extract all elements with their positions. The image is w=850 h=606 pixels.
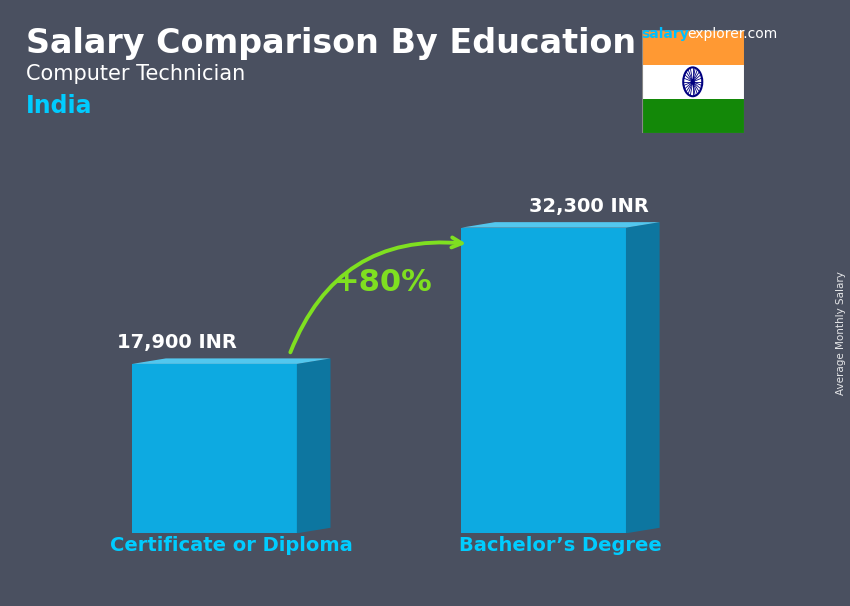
Text: Computer Technician: Computer Technician: [26, 64, 245, 84]
Text: explorer.com: explorer.com: [687, 27, 777, 41]
Polygon shape: [462, 222, 660, 228]
Polygon shape: [133, 358, 331, 364]
Polygon shape: [297, 358, 331, 533]
Polygon shape: [133, 364, 297, 533]
Text: salary: salary: [642, 27, 689, 41]
Text: 17,900 INR: 17,900 INR: [117, 333, 237, 352]
Text: +80%: +80%: [333, 268, 432, 297]
Text: India: India: [26, 94, 92, 118]
Text: Salary Comparison By Education: Salary Comparison By Education: [26, 27, 636, 60]
Polygon shape: [462, 228, 626, 533]
Polygon shape: [642, 65, 744, 99]
Circle shape: [691, 80, 694, 84]
Polygon shape: [642, 30, 744, 65]
Text: Average Monthly Salary: Average Monthly Salary: [836, 271, 846, 395]
Text: Bachelor’s Degree: Bachelor’s Degree: [459, 536, 662, 555]
Text: 32,300 INR: 32,300 INR: [529, 197, 649, 216]
Text: Certificate or Diploma: Certificate or Diploma: [110, 536, 353, 555]
Polygon shape: [642, 99, 744, 133]
Polygon shape: [626, 222, 660, 533]
